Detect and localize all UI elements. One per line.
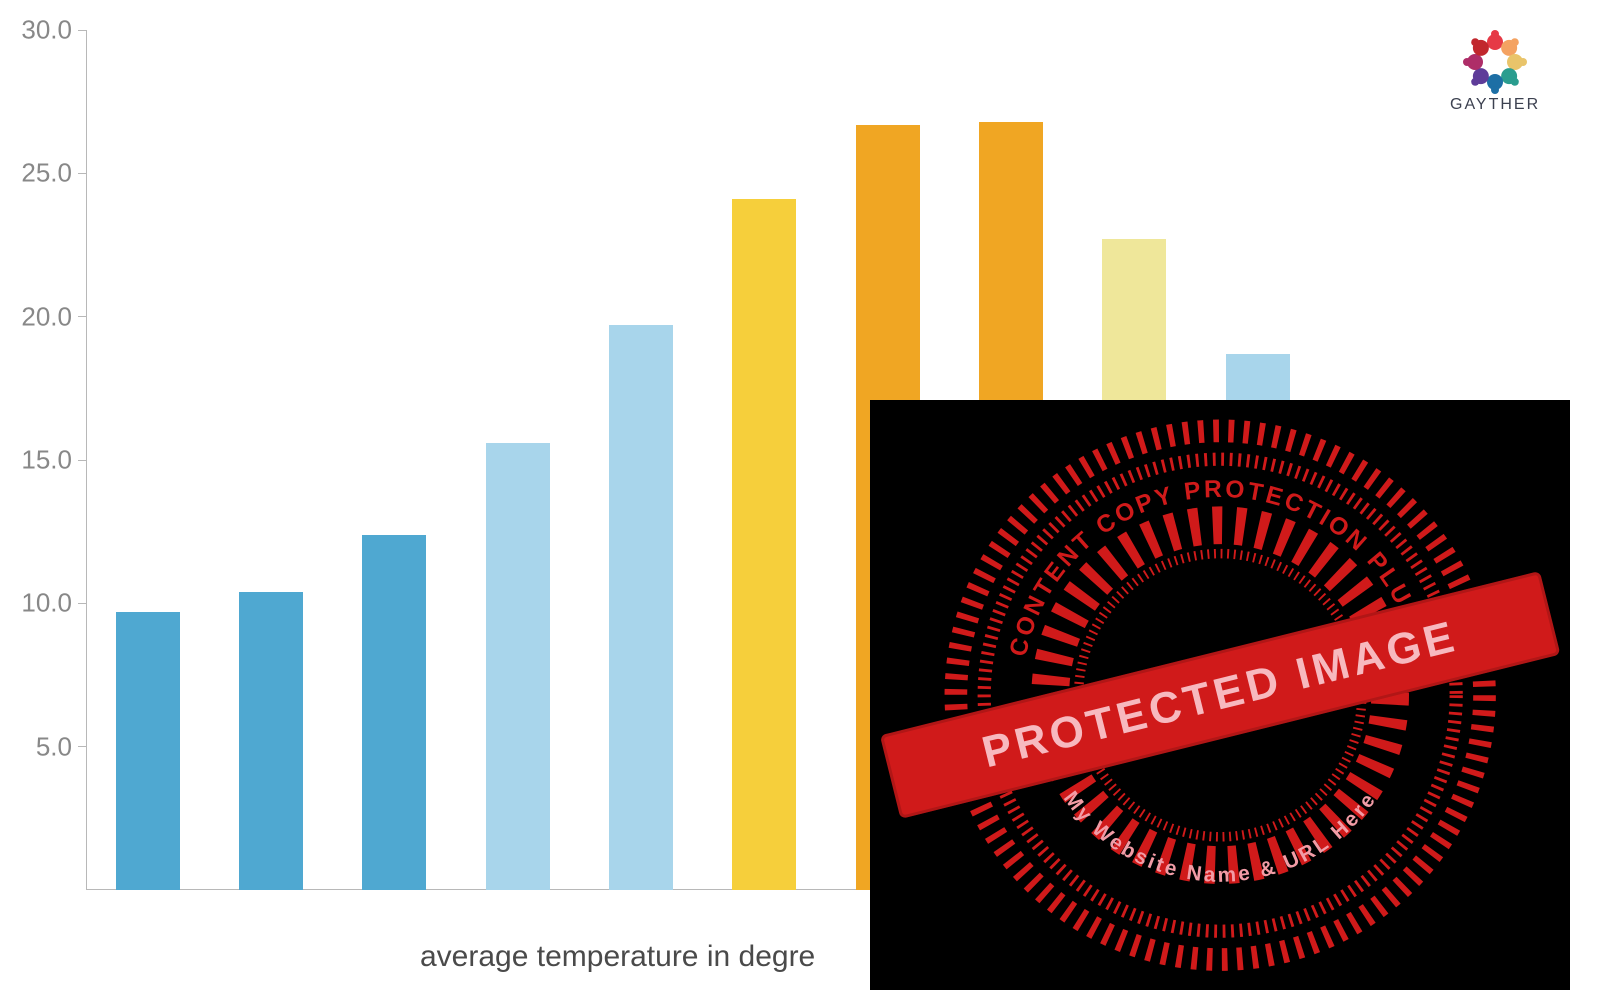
protection-stamp: CONTENT COPY PROTECTION PLUGINMy Website… [937,412,1503,978]
y-tick-mark [78,460,86,461]
bar [486,443,550,890]
protection-overlay: CONTENT COPY PROTECTION PLUGINMy Website… [870,400,1570,990]
svg-text:My Website Name & URL Here: My Website Name & URL Here [1059,787,1381,887]
y-tick-mark [78,173,86,174]
y-tick-label: 20.0 [21,301,72,332]
y-tick-mark [78,316,86,317]
bar [732,199,796,890]
bar [239,592,303,890]
bar [609,325,673,890]
stage: 5.0 10.0 15.0 20.0 25.0 30.0 average temperat… [0,0,1600,1000]
logo-flower-icon [1458,30,1532,94]
y-tick-label: 5.0 [36,731,72,762]
y-tick-label: 15.0 [21,445,72,476]
y-tick-mark [78,746,86,747]
y-tick-label: 30.0 [21,15,72,46]
bar [362,535,426,890]
y-tick-label: 25.0 [21,158,72,189]
y-tick-mark [78,30,86,31]
brand-logo: GAYTHER [1450,30,1540,114]
brand-logo-text: GAYTHER [1450,96,1540,114]
y-tick-label: 10.0 [21,588,72,619]
chart-caption: average temperature in degre [420,940,815,974]
y-tick-mark [78,603,86,604]
bar [116,612,180,890]
